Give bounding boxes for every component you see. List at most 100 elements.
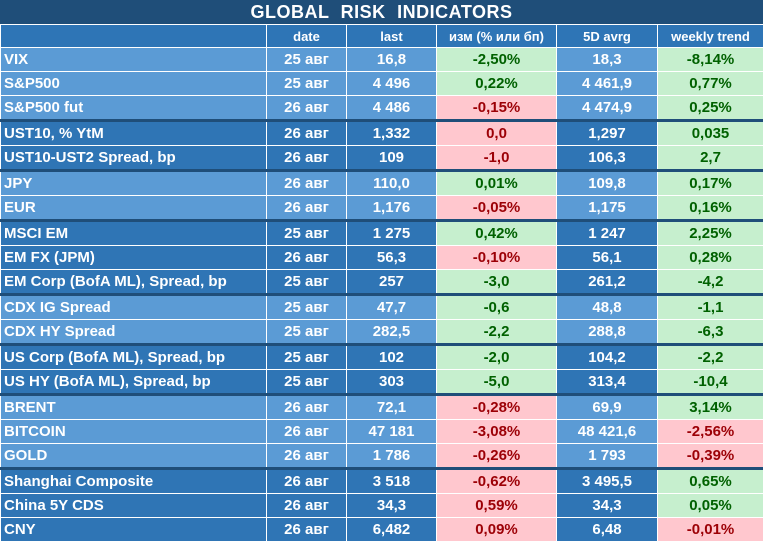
weekly-trend-cell: -4,2 [658,270,763,295]
change-cell: -0,62% [437,469,557,494]
header-5d-average: 5D avrg [557,25,658,48]
indicator-name-cell: BITCOIN [1,420,267,444]
indicator-name-cell: US Corp (BofA ML), Spread, bp [1,345,267,370]
last-value-cell: 4 496 [347,72,437,96]
five-day-average-cell: 313,4 [557,370,658,395]
indicator-name-cell: MSCI EM [1,221,267,246]
last-value-cell: 110,0 [347,171,437,196]
last-value-cell: 3 518 [347,469,437,494]
five-day-average-cell: 69,9 [557,395,658,420]
date-cell: 26 авг [267,494,347,518]
last-value-cell: 47 181 [347,420,437,444]
weekly-trend-cell: -0,39% [658,444,763,469]
weekly-trend-cell: 0,77% [658,72,763,96]
indicator-name-cell: Shanghai Composite [1,469,267,494]
five-day-average-cell: 48,8 [557,295,658,320]
weekly-trend-cell: 2,7 [658,146,763,171]
five-day-average-cell: 34,3 [557,494,658,518]
date-cell: 25 авг [267,295,347,320]
date-cell: 26 авг [267,121,347,146]
change-cell: 0,0 [437,121,557,146]
change-cell: -2,0 [437,345,557,370]
date-cell: 26 авг [267,171,347,196]
last-value-cell: 102 [347,345,437,370]
five-day-average-cell: 1 247 [557,221,658,246]
five-day-average-cell: 1,175 [557,196,658,221]
five-day-average-cell: 1,297 [557,121,658,146]
header-weekly-trend: weekly trend [658,25,763,48]
date-cell: 25 авг [267,345,347,370]
last-value-cell: 4 486 [347,96,437,121]
weekly-trend-cell: 0,05% [658,494,763,518]
change-cell: -2,2 [437,320,557,345]
weekly-trend-cell: -10,4 [658,370,763,395]
last-value-cell: 303 [347,370,437,395]
last-value-cell: 6,482 [347,518,437,542]
date-cell: 26 авг [267,246,347,270]
last-value-cell: 16,8 [347,48,437,72]
five-day-average-cell: 1 793 [557,444,658,469]
date-cell: 25 авг [267,72,347,96]
five-day-average-cell: 48 421,6 [557,420,658,444]
indicator-name-cell: EM FX (JPM) [1,246,267,270]
date-cell: 26 авг [267,96,347,121]
indicator-name-cell: China 5Y CDS [1,494,267,518]
indicator-name-cell: VIX [1,48,267,72]
weekly-trend-cell: 2,25% [658,221,763,246]
last-value-cell: 1,176 [347,196,437,221]
indicator-name-cell: UST10-UST2 Spread, bp [1,146,267,171]
change-cell: -0,10% [437,246,557,270]
date-cell: 26 авг [267,469,347,494]
weekly-trend-cell: 0,25% [658,96,763,121]
date-cell: 26 авг [267,196,347,221]
indicator-name-cell: EM Corp (BofA ML), Spread, bp [1,270,267,295]
five-day-average-cell: 6,48 [557,518,658,542]
date-cell: 26 авг [267,444,347,469]
last-value-cell: 34,3 [347,494,437,518]
change-cell: 0,01% [437,171,557,196]
indicator-name-cell: CNY [1,518,267,542]
indicator-name-cell: UST10, % YtM [1,121,267,146]
header-last: last [347,25,437,48]
table-title: GLOBAL RISK INDICATORS [0,0,763,24]
date-cell: 26 авг [267,395,347,420]
indicator-name-cell: S&P500 [1,72,267,96]
weekly-trend-cell: -1,1 [658,295,763,320]
indicator-name-cell: GOLD [1,444,267,469]
header-row: date last изм (% или бп) 5D avrg weekly … [1,25,763,48]
weekly-trend-cell: -2,56% [658,420,763,444]
five-day-average-cell: 104,2 [557,345,658,370]
five-day-average-cell: 18,3 [557,48,658,72]
last-value-cell: 109 [347,146,437,171]
change-cell: -0,15% [437,96,557,121]
five-day-average-cell: 4 461,9 [557,72,658,96]
risk-indicators-panel: GLOBAL RISK INDICATORS date last изм (% … [0,0,763,528]
change-cell: -3,08% [437,420,557,444]
weekly-trend-cell: 0,16% [658,196,763,221]
date-cell: 25 авг [267,221,347,246]
five-day-average-cell: 106,3 [557,146,658,171]
change-cell: 0,22% [437,72,557,96]
five-day-average-cell: 3 495,5 [557,469,658,494]
header-change: изм (% или бп) [437,25,557,48]
change-cell: 0,42% [437,221,557,246]
date-cell: 25 авг [267,48,347,72]
indicator-name-cell: US HY (BofA ML), Spread, bp [1,370,267,395]
date-cell: 25 авг [267,270,347,295]
five-day-average-cell: 4 474,9 [557,96,658,121]
indicator-name-cell: CDX IG Spread [1,295,267,320]
change-cell: -3,0 [437,270,557,295]
last-value-cell: 1 275 [347,221,437,246]
indicator-name-cell: EUR [1,196,267,221]
change-cell: -0,26% [437,444,557,469]
